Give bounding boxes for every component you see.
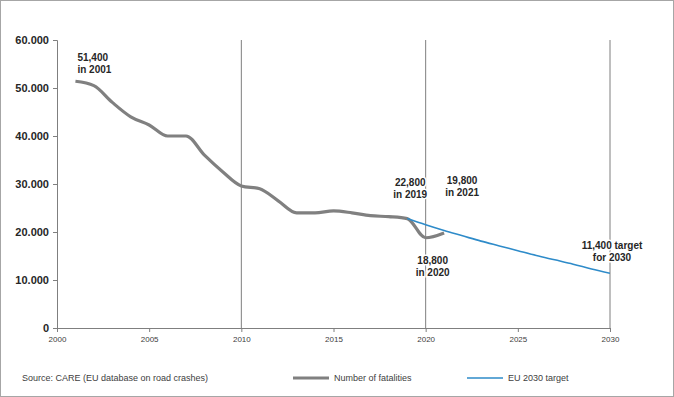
x-tick-mark: [57, 328, 58, 332]
y-tick-mark: [53, 184, 57, 185]
x-tick: 2000: [49, 328, 67, 344]
y-tick-label: 40.000: [15, 130, 49, 142]
y-tick-label: 60.000: [15, 34, 49, 46]
x-tick: 2015: [325, 328, 343, 344]
annotations: 51,400in 2001 22,800in 2019 18,800in 2020 1…: [77, 52, 643, 277]
x-tick: 2005: [141, 328, 159, 344]
y-tick-label: 30.000: [15, 178, 49, 190]
chart: 0 10.000 20.000 30.000 40.000 50.000 60.000 200…: [0, 0, 674, 397]
y-axis: 0 10.000 20.000 30.000 40.000 50.000 60.000: [15, 34, 57, 334]
y-tick-mark: [53, 136, 57, 137]
vertical-line: [610, 40, 611, 328]
annotation: 18,800: [417, 255, 448, 266]
legend-swatch: [467, 377, 503, 379]
annotation: in 2019: [393, 189, 427, 200]
x-axis-line: [58, 329, 611, 333]
x-tick-mark: [518, 328, 519, 332]
annotation: in 2021: [445, 187, 479, 198]
annotation: in 2020: [416, 267, 450, 278]
y-tick-label: 0: [43, 322, 49, 334]
legend: Number of fatalities EU 2030 target: [293, 373, 569, 383]
y-tick: 0: [43, 322, 57, 334]
x-tick-label: 2030: [602, 335, 620, 344]
x-tick-label: 2005: [141, 335, 159, 344]
y-tick-mark: [53, 40, 57, 41]
y-tick: 50.000: [15, 82, 57, 94]
y-tick-mark: [53, 88, 57, 89]
y-tick: 30.000: [15, 178, 57, 190]
annotation: 51,400: [77, 52, 108, 63]
x-tick-label: 2020: [417, 335, 435, 344]
vertical-line: [241, 40, 242, 328]
vertical-lines: [241, 40, 610, 328]
x-tick-mark: [334, 328, 335, 332]
annotation: for 2030: [593, 252, 632, 263]
x-tick-mark: [610, 328, 611, 332]
y-tick-label: 10.000: [15, 274, 49, 286]
x-tick-mark: [426, 328, 427, 332]
x-tick: 2010: [233, 328, 251, 344]
x-tick-label: 2015: [325, 335, 343, 344]
legend-swatch: [293, 376, 329, 379]
x-tick: 2020: [417, 328, 435, 344]
y-tick-mark: [53, 280, 57, 281]
y-tick-label: 20.000: [15, 226, 49, 238]
y-tick: 10.000: [15, 274, 57, 286]
x-tick-label: 2000: [49, 335, 67, 344]
y-tick-mark: [53, 328, 57, 329]
y-tick: 60.000: [15, 34, 57, 46]
plot-lines: [75, 81, 610, 273]
legend-label: EU 2030 target: [508, 373, 569, 383]
x-tick: 2025: [509, 328, 527, 344]
y-axis-line: [53, 41, 58, 329]
legend-label: Number of fatalities: [334, 373, 412, 383]
series-line: [407, 219, 610, 274]
y-tick: 40.000: [15, 130, 57, 142]
y-tick-label: 50.000: [15, 82, 49, 94]
annotation: in 2001: [77, 64, 111, 75]
y-tick-mark: [53, 232, 57, 233]
frame-border: [1, 1, 674, 397]
x-tick: 2030: [602, 328, 620, 344]
x-tick-mark: [241, 328, 242, 332]
x-tick-mark: [149, 328, 150, 332]
annotation: 22,800: [395, 177, 426, 188]
annotation: 19,800: [447, 175, 478, 186]
series-line: [75, 81, 444, 237]
x-tick-label: 2025: [509, 335, 527, 344]
x-tick-label: 2010: [233, 335, 251, 344]
x-axis: 2000 2005 2010 2015 2020 2025 2030: [49, 328, 620, 344]
annotation: 11,400 target: [582, 240, 643, 251]
y-tick: 20.000: [15, 226, 57, 238]
source: Source: CARE (EU database on road crashe…: [22, 373, 208, 383]
